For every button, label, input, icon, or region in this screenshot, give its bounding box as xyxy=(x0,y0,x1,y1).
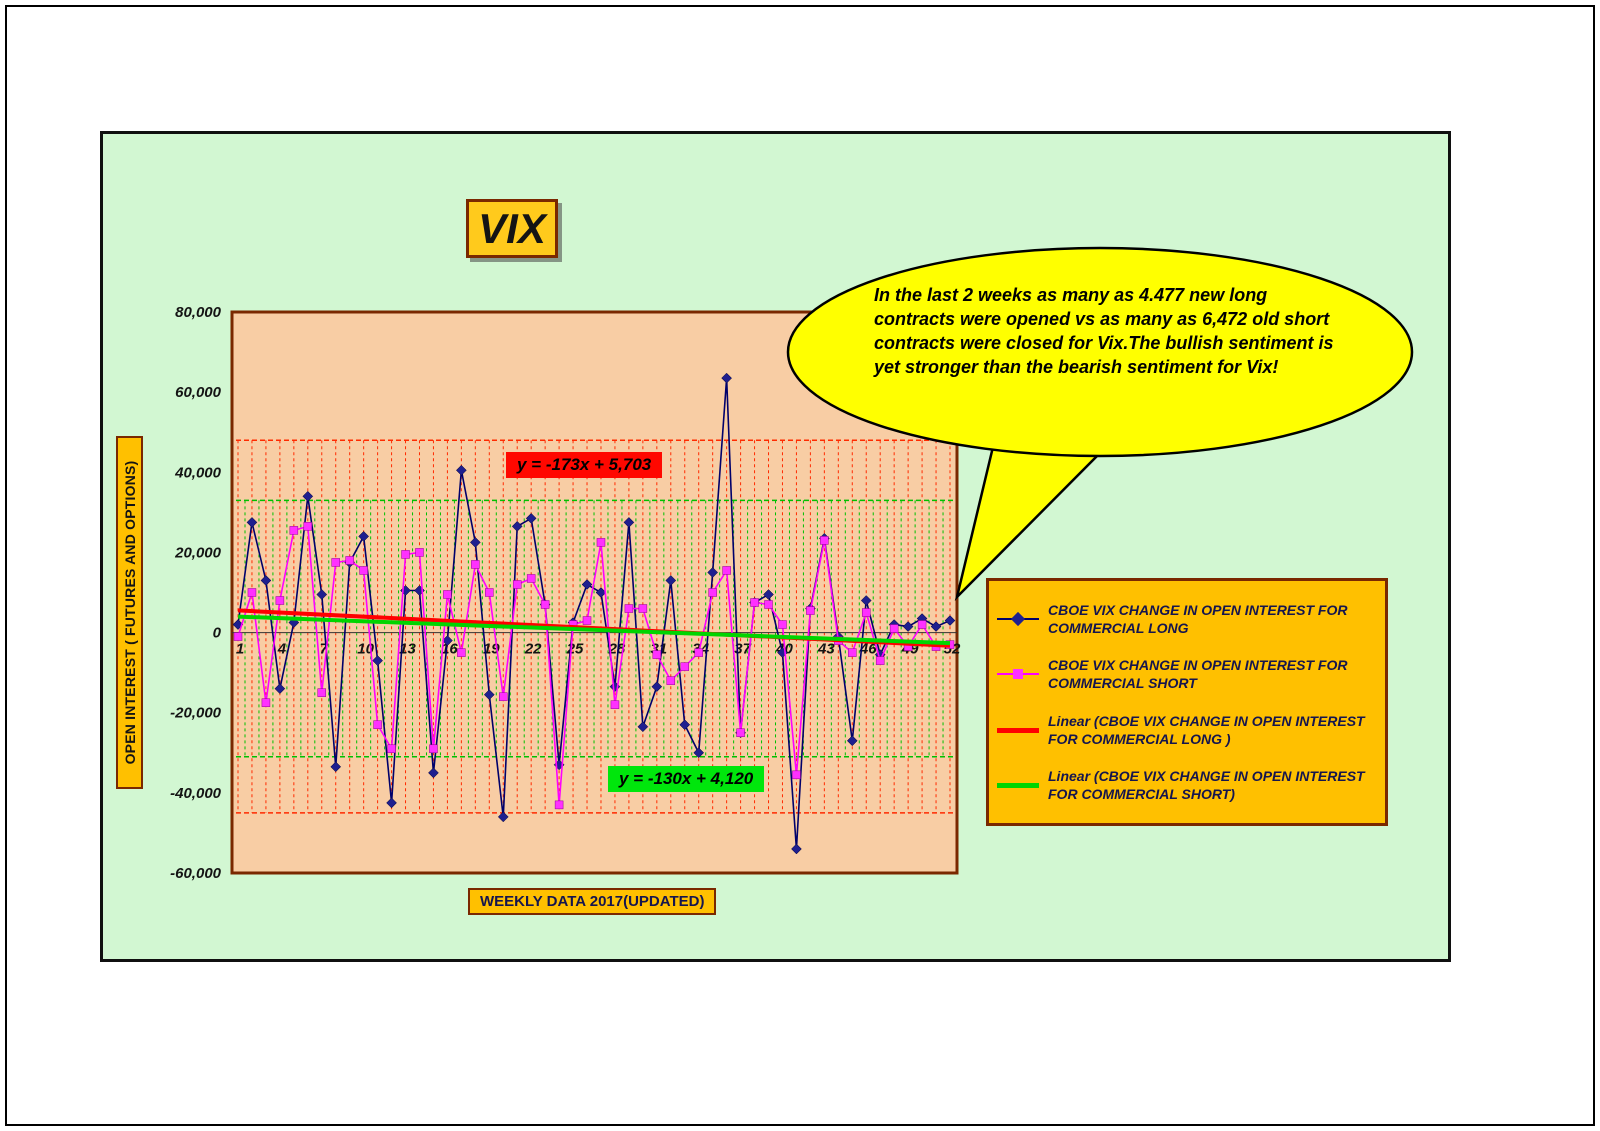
legend-label: Linear (CBOE VIX CHANGE IN OPEN INTEREST… xyxy=(1048,768,1365,803)
svg-text:-20,000: -20,000 xyxy=(170,705,222,722)
svg-text:40,000: 40,000 xyxy=(174,464,222,481)
y-axis-title: OPEN INTEREST ( FUTURES AND OPTIONS) xyxy=(116,436,143,789)
legend-label: Linear (CBOE VIX CHANGE IN OPEN INTEREST… xyxy=(1048,712,1365,747)
svg-text:20,000: 20,000 xyxy=(174,544,222,561)
x-axis-title: WEEKLY DATA 2017(UPDATED) xyxy=(468,888,717,915)
svg-text:43: 43 xyxy=(817,641,835,658)
chart-legend: CBOE VIX CHANGE IN OPEN INTEREST FOR COM… xyxy=(986,578,1388,826)
svg-text:4: 4 xyxy=(277,641,287,658)
short-trend-equation: y = -130x + 4,120 xyxy=(608,766,765,792)
square-marker-icon xyxy=(995,667,1041,681)
diamond-marker-icon xyxy=(995,611,1041,626)
legend-item: Linear (CBOE VIX CHANGE IN OPEN INTEREST… xyxy=(995,767,1377,803)
svg-text:28: 28 xyxy=(608,641,626,658)
svg-text:60,000: 60,000 xyxy=(175,384,222,401)
svg-text:46: 46 xyxy=(859,641,877,658)
line-marker-icon xyxy=(995,723,1041,737)
svg-text:25: 25 xyxy=(566,641,584,658)
svg-text:7: 7 xyxy=(320,641,329,658)
svg-text:-40,000: -40,000 xyxy=(170,785,222,802)
legend-label: CBOE VIX CHANGE IN OPEN INTEREST FOR COM… xyxy=(1048,657,1348,692)
svg-text:13: 13 xyxy=(399,641,416,658)
svg-text:22: 22 xyxy=(524,641,542,658)
legend-item: CBOE VIX CHANGE IN OPEN INTEREST FOR COM… xyxy=(995,656,1377,692)
long-trend-equation: y = -173x + 5,703 xyxy=(506,452,663,478)
svg-text:1: 1 xyxy=(236,641,244,658)
svg-text:37: 37 xyxy=(734,641,751,658)
line-marker-icon xyxy=(995,778,1041,792)
svg-text:80,000: 80,000 xyxy=(175,304,222,321)
legend-item: CBOE VIX CHANGE IN OPEN INTEREST FOR COM… xyxy=(995,601,1377,637)
trendline-short xyxy=(237,614,951,646)
svg-text:0: 0 xyxy=(213,625,222,642)
annotation-bubble-text: In the last 2 weeks as many as 4.477 new… xyxy=(874,285,1334,377)
legend-label: CBOE VIX CHANGE IN OPEN INTEREST FOR COM… xyxy=(1048,601,1348,636)
speech-bubble xyxy=(786,246,1414,602)
series-commercial-short xyxy=(233,522,955,810)
svg-text:-60,000: -60,000 xyxy=(170,865,222,882)
y-tick-labels: 80,000 60,000 40,000 20,000 0 -20,000 -40,000 -… xyxy=(170,304,222,882)
chart-title: VIX xyxy=(466,199,558,258)
legend-item: Linear (CBOE VIX CHANGE IN OPEN INTEREST… xyxy=(995,712,1377,748)
